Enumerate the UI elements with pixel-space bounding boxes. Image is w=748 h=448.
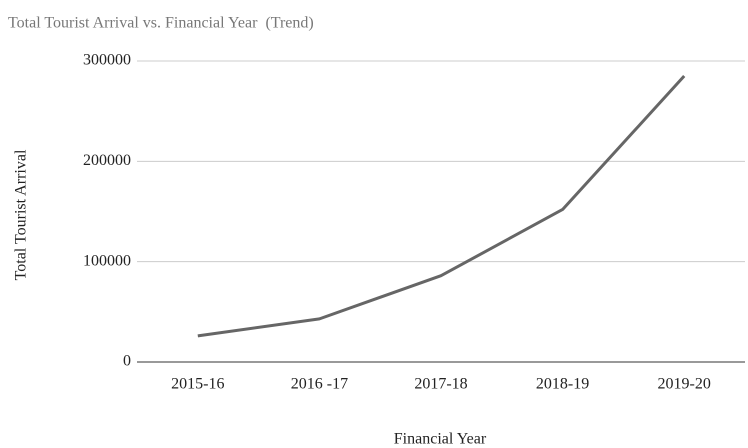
chart-title: Total Tourist Arrival vs. Financial Year… xyxy=(8,15,314,32)
x-tick-label: 2016 -17 xyxy=(291,376,348,393)
y-tick-label: 300000 xyxy=(83,52,131,69)
x-tick-label: 2018-19 xyxy=(536,376,589,393)
x-tick-label: 2015-16 xyxy=(171,376,224,393)
x-tick-label: 2019-20 xyxy=(658,376,711,393)
line xyxy=(197,75,686,338)
y-tick-label: 0 xyxy=(123,353,131,370)
y-tick-label: 200000 xyxy=(83,152,131,169)
x-tick-label: 2017-18 xyxy=(414,376,467,393)
y-tick-label: 100000 xyxy=(83,252,131,269)
x-axis-label: Financial Year xyxy=(394,431,487,448)
y-axis-label: Total Tourist Arrival xyxy=(13,149,30,280)
